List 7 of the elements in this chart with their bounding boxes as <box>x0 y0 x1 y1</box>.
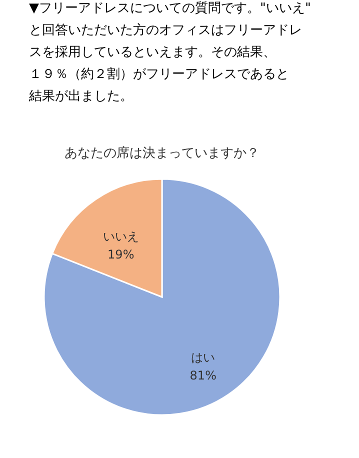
pie-slice <box>43 178 281 416</box>
data-label: 19% <box>108 247 134 262</box>
slice-label: いいえ <box>102 229 139 244</box>
slice-label: はい <box>191 350 216 365</box>
data-label: 81% <box>190 368 216 383</box>
chart-title: あなたの席は決まっていますか？ <box>64 145 260 161</box>
text: ▼フリーアドレスについての質問です。"いいえ"と回答いただいた方のオフィスはフリーアドレスを採用しているといえます。その結果、１９％（約２割）がフリーアドレスであると結果が出ました。 <box>28 1 311 104</box>
